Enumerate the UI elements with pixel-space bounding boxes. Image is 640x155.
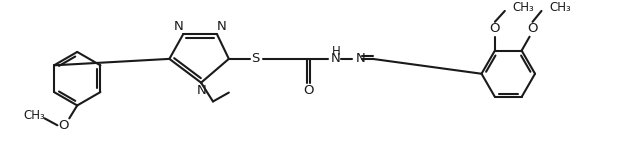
Text: N: N: [331, 52, 340, 65]
Text: O: O: [490, 22, 500, 35]
Text: CH₃: CH₃: [24, 109, 45, 122]
Text: N: N: [356, 52, 365, 65]
Text: CH₃: CH₃: [513, 1, 534, 14]
Text: CH₃: CH₃: [549, 1, 571, 14]
Text: O: O: [527, 22, 538, 35]
Text: N: N: [197, 84, 207, 97]
Text: N: N: [217, 20, 227, 33]
Text: O: O: [303, 84, 314, 97]
Text: S: S: [252, 52, 260, 65]
Text: O: O: [58, 119, 68, 132]
Text: H: H: [332, 45, 340, 58]
Text: N: N: [173, 20, 183, 33]
